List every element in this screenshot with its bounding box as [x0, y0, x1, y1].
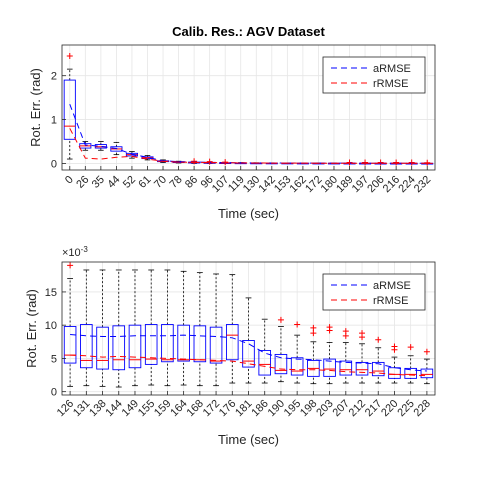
- box: [404, 367, 417, 379]
- box-outlier: [342, 328, 349, 335]
- y-tick-label: 15: [45, 287, 57, 299]
- box: [355, 361, 369, 376]
- y-tick-label: 2: [51, 71, 57, 83]
- box-outlier: [206, 158, 213, 165]
- box-outlier: [326, 324, 333, 331]
- box: [339, 360, 353, 376]
- box-outlier: [375, 336, 382, 343]
- box-outlier: [423, 348, 430, 355]
- box: [290, 357, 304, 376]
- box-outlier: [294, 321, 301, 328]
- box: [242, 340, 255, 368]
- box-outlier: [346, 159, 353, 166]
- chart-title: Calib. Res.: AGV Dataset: [172, 24, 325, 39]
- legend-label: aRMSE: [373, 280, 411, 292]
- box: [274, 353, 288, 375]
- y-exponent-power: -3: [81, 245, 89, 254]
- legend-label: rRMSE: [373, 295, 408, 307]
- chart-1: 0120263544526170788696107119130142153162…: [28, 24, 436, 221]
- box-outlier: [391, 343, 398, 350]
- box: [388, 367, 401, 379]
- x-axis-label: Time (sec): [218, 432, 279, 447]
- y-tick-label: 0: [51, 387, 57, 399]
- box: [63, 326, 77, 364]
- box: [225, 324, 239, 361]
- box: [80, 324, 93, 369]
- box-outlier: [393, 159, 400, 166]
- y-tick-label: 10: [45, 320, 57, 332]
- box: [323, 358, 336, 377]
- box-outlier: [359, 330, 366, 337]
- box: [193, 325, 207, 363]
- box: [63, 79, 76, 140]
- box-outlier: [277, 316, 284, 323]
- box: [371, 361, 385, 377]
- x-tick-label: 0: [63, 174, 76, 187]
- box: [177, 324, 190, 362]
- box: [209, 326, 223, 364]
- box: [258, 349, 272, 376]
- chart-2: 0510151261311381441491551591641681721761…: [24, 245, 436, 447]
- box-outlier: [66, 52, 73, 59]
- x-tick-label: 232: [412, 174, 433, 195]
- y-axis-label: Rot. Err. (rad): [24, 289, 39, 368]
- x-tick-label: 228: [412, 398, 433, 419]
- y-axis-label: Rot. Err. (rad): [28, 68, 43, 147]
- y-exponent-label: ×10-3: [62, 245, 88, 259]
- box-outlier: [310, 330, 317, 337]
- box: [144, 324, 158, 365]
- axes-frame: [61, 44, 436, 171]
- box: [128, 324, 142, 369]
- x-axis-label: Time (sec): [218, 206, 279, 221]
- box: [420, 368, 434, 379]
- series-line-aRMSE: [70, 333, 427, 372]
- y-tick-label: 5: [51, 353, 57, 365]
- box-outlier: [310, 324, 317, 331]
- legend-box: [322, 273, 426, 311]
- y-tick-label: 0: [51, 158, 57, 170]
- box-outlier: [67, 262, 74, 269]
- box: [161, 324, 174, 363]
- box: [96, 326, 109, 370]
- box-outlier: [362, 159, 369, 166]
- box: [112, 325, 126, 371]
- box-outlier: [191, 158, 198, 165]
- y-tick-label: 1: [51, 115, 57, 127]
- legend-label: aRMSE: [373, 63, 411, 75]
- box-outlier: [408, 159, 415, 166]
- legend-label: rRMSE: [373, 78, 408, 90]
- legend-box: [322, 56, 426, 94]
- box-outlier: [407, 344, 414, 351]
- box-outlier: [377, 159, 384, 166]
